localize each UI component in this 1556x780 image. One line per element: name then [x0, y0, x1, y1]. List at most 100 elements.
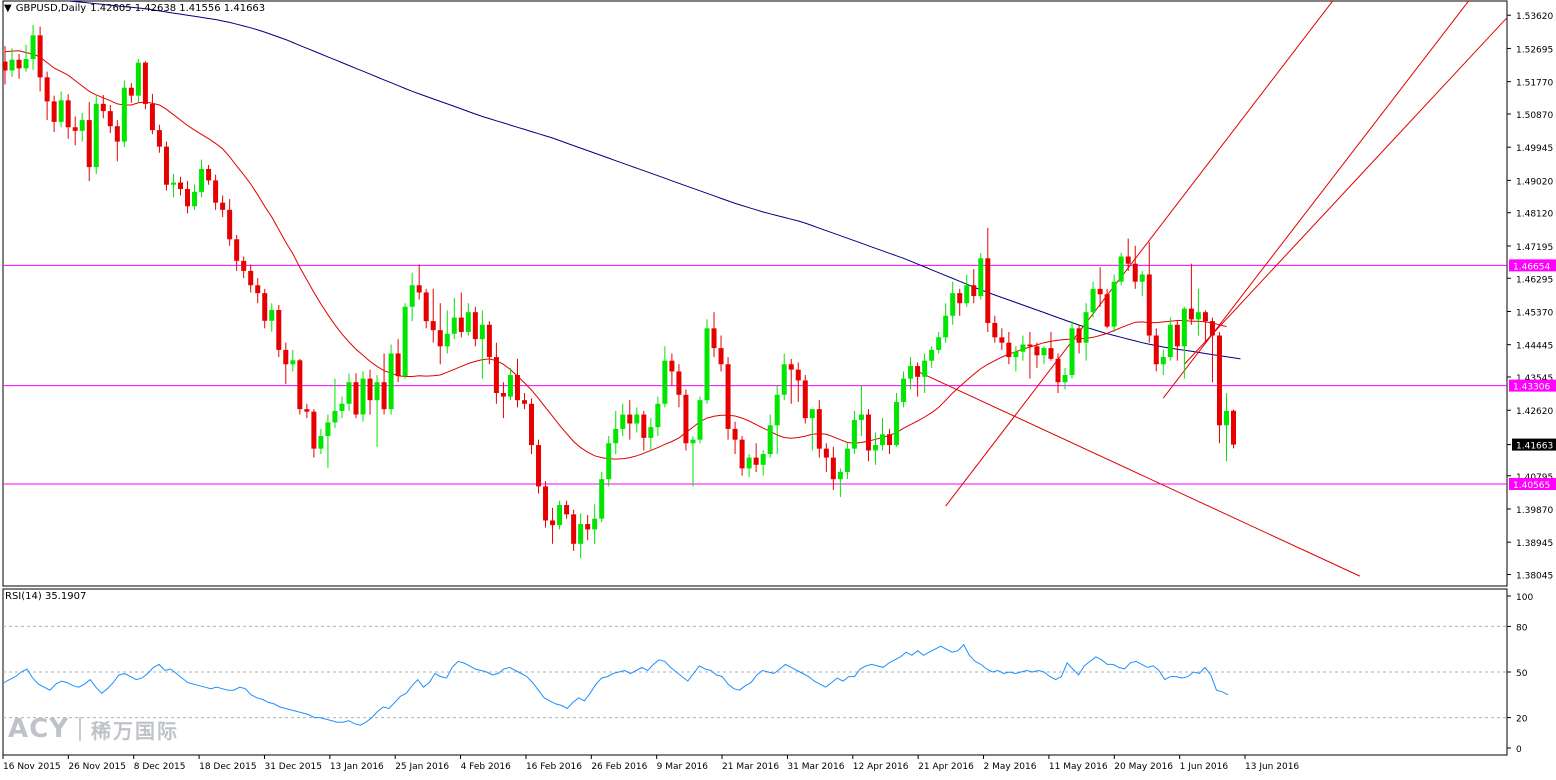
candle-body — [837, 471, 843, 480]
candle-body — [297, 360, 303, 410]
candle-body — [65, 100, 71, 128]
candle-body — [234, 239, 240, 261]
candle-body — [767, 425, 773, 455]
candle-body — [241, 260, 247, 271]
y-tick-label: 1.39870 — [1516, 506, 1553, 516]
collapse-triangle-icon[interactable]: ▼ — [4, 3, 12, 14]
candle-body — [880, 434, 885, 446]
candle-body — [872, 445, 878, 451]
candle-body — [1083, 312, 1089, 343]
y-tick-label: 1.43545 — [1516, 374, 1553, 384]
candle-body — [93, 103, 99, 168]
candle-body — [739, 439, 745, 469]
candle-body — [1209, 321, 1215, 336]
y-tick-label: 1.47195 — [1516, 243, 1553, 253]
watermark: ACY 稀万国际 — [8, 712, 179, 746]
trendline — [1183, 16, 1507, 365]
rsi-line — [3, 643, 1229, 726]
candle-body — [451, 317, 457, 334]
candle-body — [213, 180, 219, 203]
candle-body — [79, 120, 85, 131]
rsi-y-tick-label: 100 — [1516, 593, 1533, 603]
candle-body — [486, 324, 492, 358]
trendline — [1162, 1, 1470, 399]
x-tick-label: 31 Mar 2016 — [787, 762, 844, 772]
current-price-box — [1512, 438, 1556, 451]
candle-body — [206, 168, 212, 181]
candle-body — [16, 59, 22, 69]
symbol-label: GBPUSD,Daily — [15, 3, 87, 14]
candle-body — [388, 353, 394, 410]
candle-body — [514, 375, 520, 401]
candle-body — [472, 312, 478, 340]
candle-body — [178, 182, 183, 190]
main-plot-group — [3, 1, 1507, 577]
candle-body — [732, 428, 738, 440]
candle-body — [964, 285, 970, 304]
x-tick-label: 16 Feb 2016 — [526, 762, 582, 772]
candle-body — [543, 486, 549, 521]
candle-body — [381, 382, 387, 410]
y-tick-label: 1.50870 — [1516, 111, 1553, 121]
x-tick-label: 11 May 2016 — [1049, 762, 1108, 772]
candle-body — [37, 35, 43, 78]
candle-body — [402, 306, 408, 377]
candle-body — [114, 126, 120, 142]
candle-body — [606, 443, 612, 480]
candle-body — [795, 369, 801, 381]
candle-body — [23, 59, 29, 69]
watermark-chinese: 稀万国际 — [91, 718, 180, 743]
candle-body — [992, 322, 998, 338]
candle-body — [592, 518, 598, 530]
x-tick-label: 13 Jan 2016 — [330, 762, 384, 772]
candle-body — [227, 209, 233, 240]
main-pane-frame — [2, 0, 1508, 587]
candle-body — [128, 87, 134, 96]
candle-body — [627, 414, 633, 424]
x-tick-label: 31 Dec 2015 — [264, 762, 322, 772]
candle-body — [185, 189, 191, 207]
candle-body — [908, 366, 914, 379]
candle-body — [1174, 324, 1180, 347]
candle-body — [107, 111, 113, 127]
candle-body — [283, 349, 289, 365]
candle-body — [690, 439, 696, 444]
candle-body — [971, 285, 977, 297]
candle-body — [1055, 358, 1061, 383]
candle-body — [676, 371, 682, 395]
ma-slow-line — [64, 1, 1241, 360]
chart-header: ▼ GBPUSD,Daily 1.42605 1.42638 1.41556 1.4… — [4, 3, 269, 14]
watermark-brand: ACY — [8, 714, 70, 744]
candle-body — [529, 403, 534, 446]
x-tick-label: 4 Feb 2016 — [461, 762, 512, 772]
candle-body — [922, 360, 928, 377]
candle-body — [149, 103, 155, 131]
candle-body — [500, 392, 506, 397]
candle-body — [1020, 344, 1026, 352]
candle-body — [170, 182, 176, 185]
candle-body — [557, 505, 563, 526]
candle-body — [1069, 328, 1075, 376]
candle-body — [1160, 357, 1166, 365]
y-tick-label: 1.49020 — [1516, 177, 1553, 187]
x-tick-label: 1 Jun 2016 — [1180, 762, 1229, 772]
y-tick-label: 1.42620 — [1516, 407, 1553, 417]
candle-body — [816, 409, 822, 449]
candle-body — [255, 285, 261, 294]
rsi-y-tick-label: 0 — [1516, 745, 1522, 755]
candle-body — [1111, 281, 1117, 327]
candle-body — [802, 380, 808, 419]
candle-body — [887, 434, 893, 446]
candle-body — [1076, 328, 1082, 343]
candle-body — [507, 375, 513, 397]
candle-body — [135, 62, 141, 96]
rsi-y-tick-label: 50 — [1516, 669, 1528, 679]
candle-body — [1153, 335, 1159, 365]
candle-body — [51, 101, 57, 122]
candle-body — [1132, 263, 1138, 282]
candle-body — [1006, 342, 1012, 358]
candle-body — [1167, 324, 1173, 358]
trendline — [945, 1, 1334, 507]
